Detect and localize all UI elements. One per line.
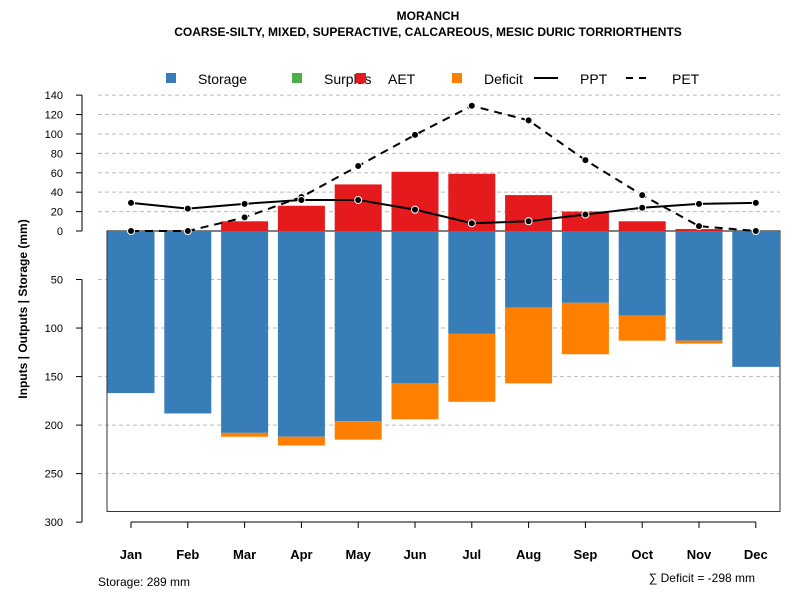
bar-deficit xyxy=(505,307,553,384)
ppt-point xyxy=(638,203,647,212)
ppt-point xyxy=(751,198,760,207)
bar-aet xyxy=(618,221,666,231)
legend-swatch-surplus xyxy=(292,73,302,83)
pet-point xyxy=(467,101,476,110)
x-tick-label: Feb xyxy=(176,547,199,562)
ppt-point xyxy=(240,199,249,208)
x-tick-label: Oct xyxy=(631,547,653,562)
bar-deficit xyxy=(277,436,325,446)
bar-storage xyxy=(618,231,666,316)
bar-storage xyxy=(334,231,382,422)
x-tick-label: Jan xyxy=(120,547,142,562)
y-tick-label: 40 xyxy=(51,187,63,199)
ppt-point xyxy=(411,205,419,214)
y-tick-label: 250 xyxy=(45,469,63,481)
bar-storage xyxy=(107,231,155,394)
bar-aet xyxy=(391,171,439,231)
ppt-point xyxy=(354,195,363,204)
ppt-point xyxy=(581,210,590,219)
bar-deficit xyxy=(675,340,723,344)
bar-deficit xyxy=(334,421,382,440)
storage-annotation: Storage: 289 mm xyxy=(98,575,190,589)
bar-aet xyxy=(334,184,382,231)
y-tick-label: 120 xyxy=(45,110,63,122)
ppt-point xyxy=(695,199,703,208)
x-tick-label: Dec xyxy=(744,547,768,562)
ppt-point xyxy=(467,219,476,228)
bar-storage xyxy=(164,231,212,414)
y-tick-label: 140 xyxy=(45,90,63,102)
bar-aet xyxy=(221,221,269,231)
pet-point xyxy=(354,161,363,170)
bar-deficit xyxy=(391,383,439,420)
axes: 0 20 40 60 80 100 120 140 50 100 150 200 250 300 Jan Fe… xyxy=(45,90,768,562)
bar-deficit xyxy=(561,302,609,355)
legend: Storage Surplus AET Deficit PPT PET xyxy=(166,71,700,87)
bar-aet xyxy=(505,195,553,231)
bar-storage xyxy=(675,231,723,341)
pet-line xyxy=(131,104,756,232)
y-tick-label: 80 xyxy=(51,148,63,160)
legend-label-storage: Storage xyxy=(198,71,247,87)
bar-storage xyxy=(221,231,269,433)
pet-point xyxy=(638,191,647,200)
y-tick-label: 150 xyxy=(45,372,63,384)
lines xyxy=(127,101,760,235)
legend-label-deficit: Deficit xyxy=(484,71,523,87)
ppt-line xyxy=(130,198,756,225)
legend-swatch-storage xyxy=(166,73,176,83)
y-tick-label: 60 xyxy=(51,168,63,180)
chart-subtitle: COARSE-SILTY, MIXED, SUPERACTIVE, CALCAR… xyxy=(174,25,682,39)
x-tick-label: Apr xyxy=(290,547,312,562)
legend-label-ppt: PPT xyxy=(580,71,608,87)
x-tick-label: Aug xyxy=(516,547,541,562)
x-tick-label: Sep xyxy=(573,547,597,562)
chart-title: MORANCH xyxy=(397,9,460,23)
bar-aet xyxy=(277,205,325,231)
y-tick-label: 50 xyxy=(51,275,63,287)
bar-deficit xyxy=(618,315,666,341)
ppt-point xyxy=(183,204,192,213)
x-tick-label: Jun xyxy=(403,547,426,562)
bar-deficit xyxy=(221,432,269,437)
legend-swatch-aet xyxy=(356,73,366,83)
bar-deficit xyxy=(448,333,496,402)
deficit-annotation: ∑ Deficit = -298 mm xyxy=(649,571,755,585)
bar-storage xyxy=(561,231,609,303)
y-tick-label: 100 xyxy=(45,129,63,141)
bar-storage xyxy=(448,231,496,334)
pet-point xyxy=(751,227,760,235)
gridlines xyxy=(98,94,781,512)
y-tick-label: 100 xyxy=(45,323,63,335)
legend-swatch-deficit xyxy=(452,73,462,83)
bar-storage xyxy=(277,231,325,437)
legend-label-pet: PET xyxy=(672,71,700,87)
y-axis-label: Inputs | Outputs | Storage (mm) xyxy=(16,219,30,398)
pet-point xyxy=(127,227,135,235)
pet-point xyxy=(183,227,192,235)
x-tick-label: Nov xyxy=(687,547,712,562)
ppt-point xyxy=(297,195,306,204)
x-tick-label: Jul xyxy=(462,547,481,562)
y-tick-label: 300 xyxy=(45,517,63,529)
bars xyxy=(107,171,780,446)
pet-point xyxy=(581,156,590,165)
bar-storage xyxy=(732,231,780,367)
ppt-point xyxy=(524,217,533,226)
pet-point xyxy=(411,130,419,139)
ppt-point xyxy=(127,198,135,207)
pet-point xyxy=(695,222,703,231)
y-tick-label: 20 xyxy=(51,207,63,219)
y-tick-label: 0 xyxy=(57,226,63,238)
legend-label-aet: AET xyxy=(388,71,416,87)
x-tick-label: May xyxy=(346,547,372,562)
bar-storage xyxy=(505,231,553,308)
pet-point xyxy=(240,213,249,222)
bar-storage xyxy=(391,231,439,384)
y-tick-label: 200 xyxy=(45,420,63,432)
x-tick-label: Mar xyxy=(233,547,256,562)
pet-point xyxy=(524,116,533,125)
